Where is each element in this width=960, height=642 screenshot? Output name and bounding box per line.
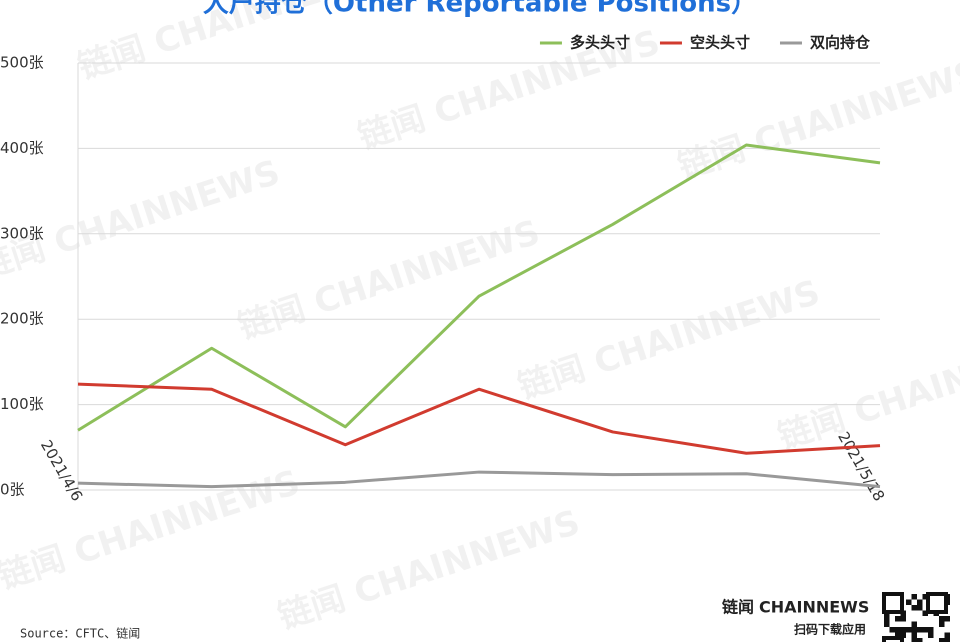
qr-finder xyxy=(882,592,904,614)
qr-cell xyxy=(884,621,890,627)
watermark: 链闻 CHAINNEWS xyxy=(773,322,960,457)
qr-cell xyxy=(900,632,906,638)
qr-cell xyxy=(911,605,917,611)
series-line xyxy=(77,143,881,432)
y-tick-label: 500张 xyxy=(0,54,44,72)
qr-code xyxy=(882,592,950,642)
qr-cell xyxy=(900,616,906,622)
watermark: 链闻 CHAINNEWS xyxy=(513,272,824,407)
qr-cell xyxy=(917,605,923,611)
qr-cell xyxy=(928,627,934,633)
qr-cell xyxy=(911,632,917,638)
y-tick-label: 200张 xyxy=(0,310,44,328)
qr-cell xyxy=(895,632,901,638)
qr-cell xyxy=(939,621,945,627)
qr-cell xyxy=(895,616,901,622)
qr-cell xyxy=(917,627,923,633)
logo-brand-en: CHAINNEWS xyxy=(759,598,869,617)
qr-cell xyxy=(917,599,923,605)
qr-cell xyxy=(939,616,945,622)
legend-label: 空头头寸 xyxy=(690,34,750,52)
qr-cell xyxy=(922,610,928,616)
qr-cell xyxy=(911,638,917,642)
chart-title: 大户持仓（Other Reportable Positions） xyxy=(203,0,757,19)
qr-finder xyxy=(926,592,948,614)
qr-cell xyxy=(922,594,928,600)
qr-cell xyxy=(900,627,906,633)
legend-label: 双向持仓 xyxy=(810,34,871,52)
qr-cell xyxy=(911,627,917,633)
qr-cell xyxy=(944,638,950,642)
watermark: 链闻 CHAINNEWS xyxy=(233,212,544,347)
y-tick-label: 400张 xyxy=(0,139,44,157)
legend-label: 多头头寸 xyxy=(570,34,630,52)
series-line xyxy=(77,382,881,455)
qr-cell xyxy=(895,627,901,633)
watermark: 链闻 CHAINNEWS xyxy=(273,502,584,637)
y-tick-label: 300张 xyxy=(0,224,44,242)
qr-cell xyxy=(944,632,950,638)
source: Source：CFTC、链闻 xyxy=(20,626,140,641)
qr-cell xyxy=(917,638,923,642)
series-line xyxy=(77,470,881,489)
qr-cell xyxy=(922,627,928,633)
qr-cell xyxy=(911,621,917,627)
qr-cell xyxy=(884,616,890,622)
qr-cell xyxy=(939,638,945,642)
y-tick-label: 0张 xyxy=(0,481,25,499)
x-tick-label: 2021/5/18 xyxy=(834,429,888,505)
x-tick-label: 2021/4/6 xyxy=(37,437,86,504)
qr-cell xyxy=(944,616,950,622)
qr-finder xyxy=(882,636,904,642)
watermark: 链闻 CHAINNEWS xyxy=(673,52,960,187)
qr-cell xyxy=(906,627,912,633)
logo-tagline: 扫码下载应用 xyxy=(794,622,866,637)
watermark: 链闻 CHAINNEWS xyxy=(0,462,305,597)
qr-cell xyxy=(928,632,934,638)
watermark: 链闻 CHAINNEWS xyxy=(0,152,285,287)
logo-brand: 链闻 xyxy=(722,598,754,617)
qr-cell xyxy=(911,594,917,600)
y-tick-label: 100张 xyxy=(0,395,44,413)
qr-cell xyxy=(889,627,895,633)
qr-cell xyxy=(906,599,912,605)
